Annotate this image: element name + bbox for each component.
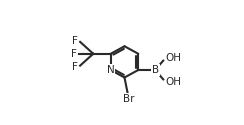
Text: B: B <box>152 65 159 75</box>
Text: OH: OH <box>165 77 181 87</box>
Text: N: N <box>107 65 115 75</box>
Text: F: F <box>72 62 78 72</box>
Text: F: F <box>72 36 78 46</box>
Text: Br: Br <box>123 94 135 104</box>
Text: F: F <box>71 49 76 59</box>
Text: OH: OH <box>165 53 181 63</box>
